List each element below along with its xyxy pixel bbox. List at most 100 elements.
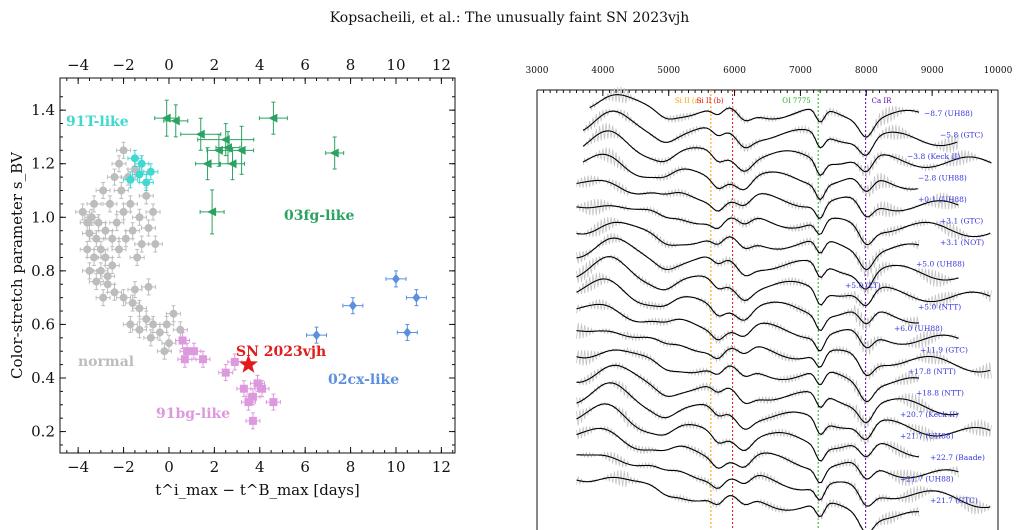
raw-spectrum	[582, 147, 920, 204]
data-point	[108, 234, 117, 243]
sn-2023vjh-star	[238, 354, 258, 373]
data-point	[78, 207, 87, 216]
raw-spectrum	[576, 198, 992, 250]
data-point	[130, 165, 139, 174]
epoch-label: +0.1 (UH88)	[918, 195, 967, 204]
data-point	[144, 224, 153, 232]
epoch-label: +21.7 (GTC)	[930, 496, 978, 505]
wave-tick-label: 7000	[789, 66, 812, 76]
x-tick-label-bottom: 4	[255, 458, 265, 476]
data-point	[130, 154, 139, 163]
smoothed-spectrum	[582, 153, 918, 201]
y-tick-label: 1.4	[31, 101, 55, 119]
data-point	[403, 327, 412, 338]
data-point	[103, 280, 112, 289]
data-point	[110, 288, 119, 297]
data-point	[312, 330, 321, 341]
data-point	[135, 304, 144, 313]
smoothed-spectrum	[576, 382, 991, 441]
series-91t-like	[122, 149, 159, 191]
epoch-label: +3.1 (GTC)	[940, 217, 983, 226]
epoch-label: +17.8 (NTT)	[908, 367, 956, 376]
series-02cx-like	[306, 270, 427, 344]
data-point	[239, 384, 248, 393]
data-point	[130, 285, 139, 294]
data-point	[348, 300, 357, 311]
data-point	[258, 384, 267, 393]
data-point	[90, 253, 99, 262]
raw-spectrum	[576, 233, 959, 295]
smoothed-spectrum	[576, 330, 991, 376]
data-point	[99, 186, 108, 195]
series-91bg-like	[175, 332, 281, 430]
data-point	[96, 266, 105, 275]
epoch-label: +21.7 (UH88)	[900, 475, 954, 484]
line-marker-label: Si II (a)	[675, 97, 702, 105]
epoch-label: −5.8 (GTC)	[940, 131, 983, 140]
wave-tick-label: 6000	[723, 66, 746, 76]
smoothed-spectrum	[576, 205, 991, 246]
y-tick-label: 0.4	[31, 369, 55, 387]
epoch-label: −2.8 (UH88)	[918, 174, 967, 183]
wave-tick-label: 9000	[921, 66, 944, 76]
data-point	[207, 207, 217, 217]
data-point	[137, 240, 146, 249]
data-point	[155, 328, 164, 337]
x-tick-label-bottom: −2	[113, 458, 135, 476]
x-tick-label-bottom: 10	[386, 458, 405, 476]
x-tick-label-bottom: 0	[164, 458, 174, 476]
y-tick-label: 0.2	[31, 423, 55, 441]
y-tick-label: 1.2	[31, 155, 55, 173]
raw-spectrum	[576, 379, 992, 445]
raw-spectrum	[576, 425, 959, 487]
series-normal	[75, 141, 188, 360]
data-point	[121, 234, 130, 243]
epoch-label: +5.0 (LT)	[845, 281, 881, 290]
smoothed-spectrum	[576, 179, 959, 219]
smoothed-spectrum	[576, 364, 959, 424]
wave-tick-label: 4000	[591, 66, 614, 76]
data-point	[244, 398, 253, 407]
epoch-label: +18.8 (NTT)	[916, 389, 964, 398]
x-axis-label: t^i_max − t^B_max [days]	[155, 481, 360, 499]
data-point	[176, 325, 185, 334]
epoch-label: +22.7 (Baade)	[930, 453, 985, 462]
data-point	[222, 143, 232, 153]
line-marker-label: OI 7775	[782, 97, 811, 105]
data-point	[135, 213, 144, 222]
data-point	[117, 186, 126, 195]
label-02cx-like: 02cx-like	[328, 372, 399, 388]
smoothed-spectrum	[576, 237, 959, 290]
data-point	[227, 159, 237, 169]
wave-tick-label: 5000	[657, 66, 680, 76]
y-tick-label: 0.6	[31, 315, 55, 333]
x-tick-label-top: 4	[255, 56, 265, 74]
data-point	[142, 191, 151, 200]
data-point	[119, 293, 128, 302]
epoch-label: +11.9 (GTC)	[920, 346, 968, 355]
data-point	[85, 229, 94, 238]
data-point	[137, 159, 146, 168]
data-point	[180, 355, 189, 364]
data-point	[329, 148, 339, 158]
data-point	[135, 170, 144, 179]
data-point	[253, 379, 262, 388]
epoch-label: +5.0 (NTT)	[918, 303, 961, 312]
data-point	[236, 145, 246, 155]
smoothed-spectrum	[576, 349, 920, 403]
data-point	[195, 129, 205, 139]
wave-tick-label: 8000	[855, 66, 878, 76]
x-tick-label-top: 10	[386, 56, 405, 74]
data-point	[87, 213, 96, 222]
epoch-label: +3.1 (NOT)	[940, 238, 984, 247]
data-point	[220, 135, 230, 145]
y-axis-label: Color-stretch parameter s_BV	[8, 151, 26, 379]
data-point	[160, 347, 169, 356]
data-point	[83, 245, 92, 254]
data-point	[391, 273, 400, 284]
data-point	[115, 159, 124, 168]
epoch-label: +6.0 (UH88)	[894, 324, 943, 333]
data-point	[221, 368, 230, 377]
data-point	[119, 207, 128, 216]
data-point	[170, 116, 180, 126]
